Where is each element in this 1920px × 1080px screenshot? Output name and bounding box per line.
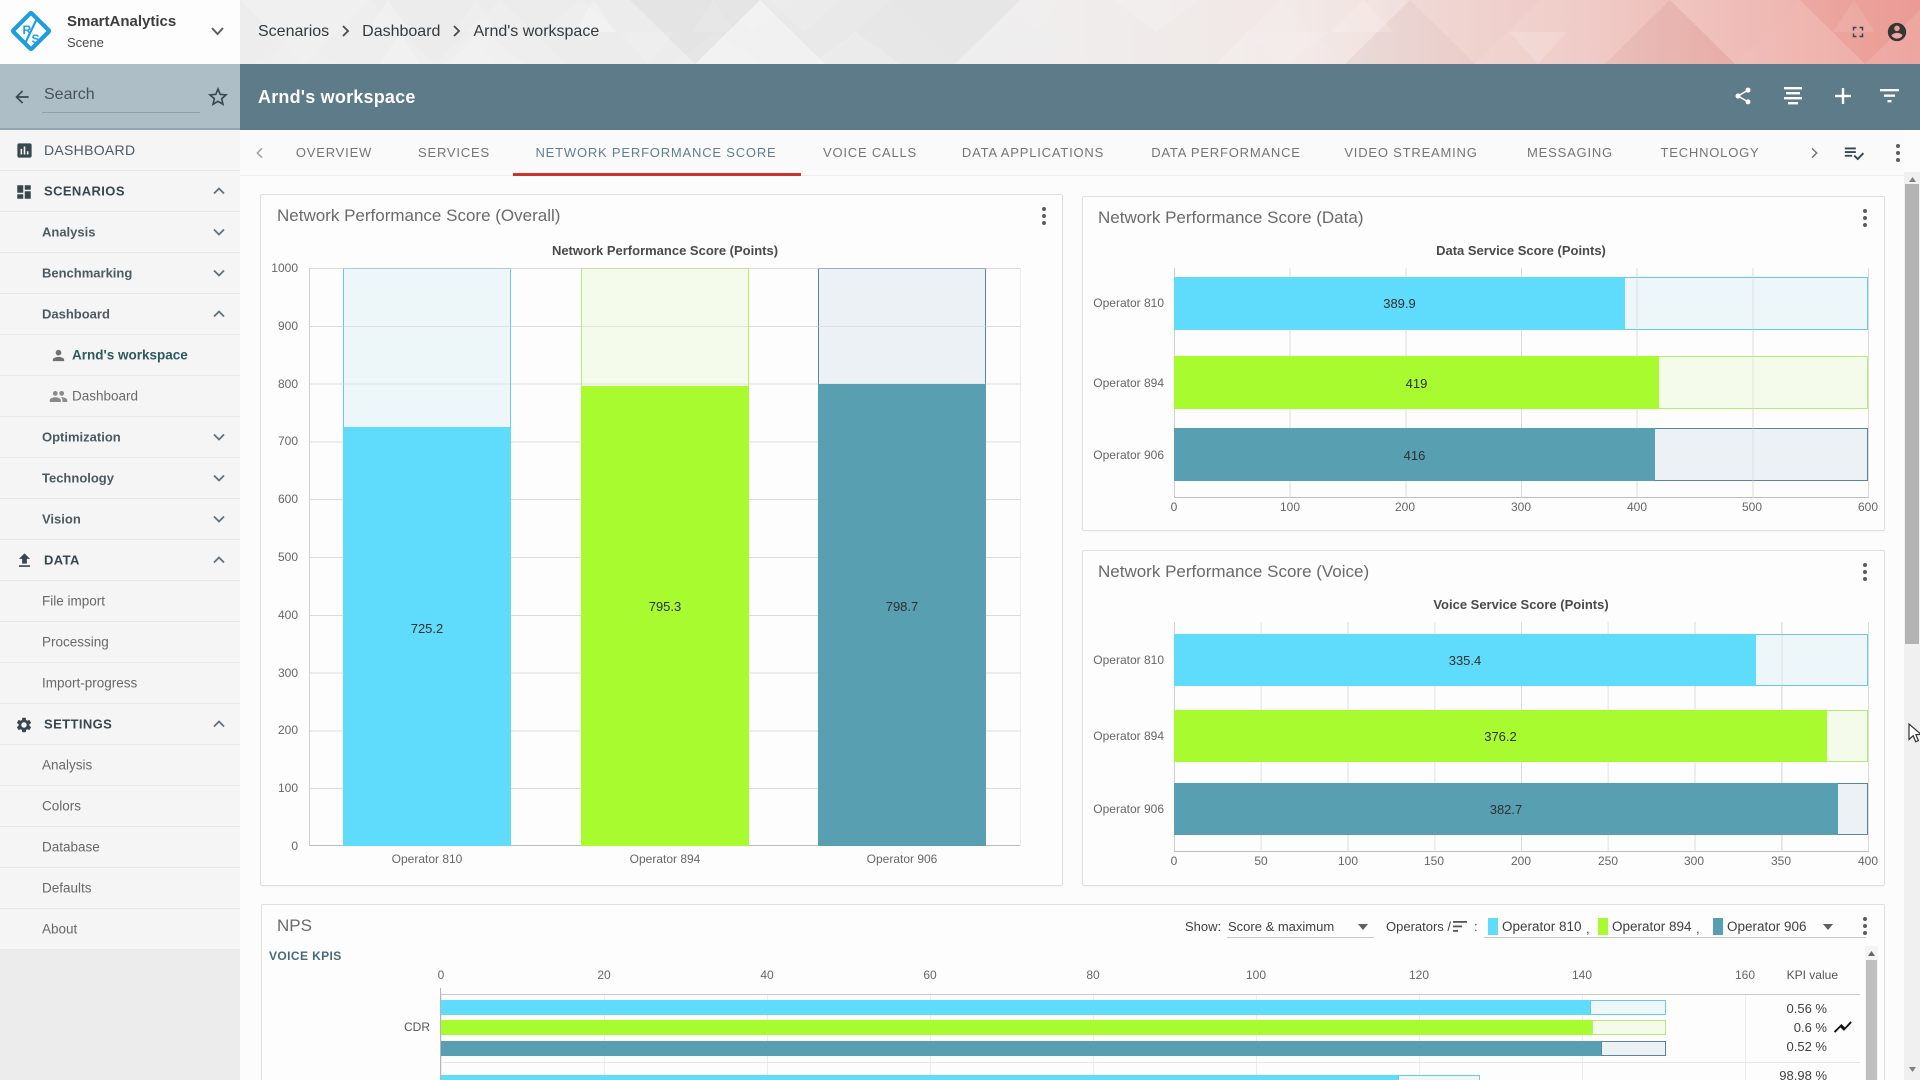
svg-text:R: R [23,23,32,37]
svg-text:S: S [32,32,40,46]
